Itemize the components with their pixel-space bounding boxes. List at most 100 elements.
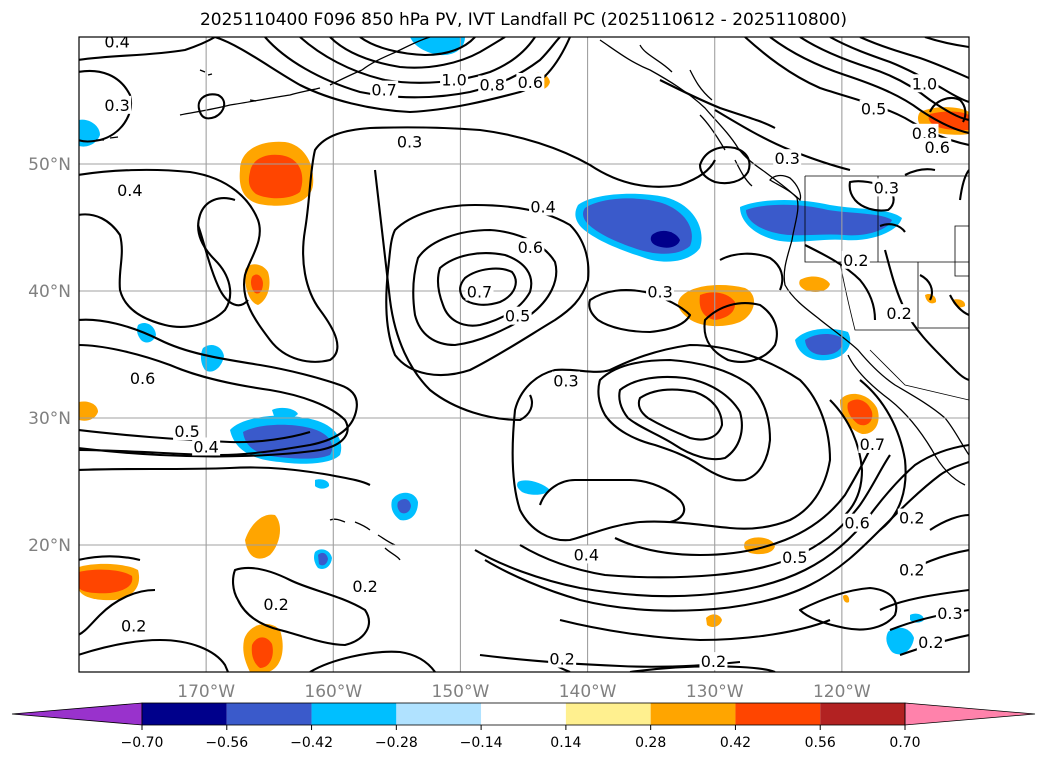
contour-label: 0.2 bbox=[918, 633, 943, 652]
pv-contour-line bbox=[385, 203, 590, 376]
contour-label-background bbox=[192, 437, 221, 456]
pv-contour-line bbox=[79, 197, 236, 328]
contour-label-background bbox=[262, 594, 291, 613]
contour-label-background bbox=[103, 37, 132, 51]
contour-label: 0.4 bbox=[117, 181, 142, 200]
contour-label-background bbox=[395, 132, 424, 151]
pv-contour-line bbox=[597, 358, 772, 482]
pv-contour-line bbox=[614, 444, 873, 557]
contour-label: 0.3 bbox=[104, 96, 129, 115]
contour-label: 0.8 bbox=[479, 76, 504, 95]
contour-label: 0.6 bbox=[844, 514, 869, 533]
contour-label-background bbox=[465, 282, 494, 301]
contour-label: 0.5 bbox=[174, 422, 199, 441]
coastline-misc bbox=[96, 69, 257, 141]
pv-contour-line bbox=[197, 93, 226, 120]
contour-label-background bbox=[478, 75, 507, 94]
contour-label-background bbox=[173, 422, 202, 441]
contour-label: 0.4 bbox=[574, 545, 599, 564]
contour-label-background bbox=[935, 603, 964, 622]
shade-negative bbox=[805, 334, 843, 355]
pv-contour-line bbox=[79, 638, 229, 672]
colorbar: −0.70 −0.56 −0.42 −0.28 −0.14 0.14 0.28 0.42 0.5… bbox=[11, 702, 1036, 751]
contour-label: 0.5 bbox=[505, 307, 530, 326]
lat-tick-label: 50°N bbox=[28, 155, 71, 175]
pv-contour-line bbox=[769, 37, 969, 135]
contour-label: 0.6 bbox=[130, 369, 155, 388]
contour-label: 0.2 bbox=[121, 617, 146, 636]
contour-label-background bbox=[872, 178, 901, 197]
contour-label-background bbox=[529, 197, 558, 216]
contour-label: 0.5 bbox=[861, 100, 886, 119]
colorbar-swatch bbox=[226, 703, 312, 725]
colorbar-tick-label: 0.70 bbox=[889, 735, 920, 751]
coastline-hawaii bbox=[329, 518, 401, 561]
colorbar-swatch bbox=[820, 703, 905, 725]
pv-contour-line bbox=[703, 302, 778, 363]
lon-tick-label: 170°W bbox=[177, 682, 235, 702]
contour-label: 0.3 bbox=[647, 283, 672, 302]
shade-positive bbox=[699, 292, 736, 320]
contour-label: 1.0 bbox=[441, 70, 466, 89]
contour-label: 0.2 bbox=[701, 652, 726, 671]
contour-label: 0.2 bbox=[886, 304, 911, 323]
colorbar-tick-label: −0.42 bbox=[290, 735, 333, 751]
coastline-north-america bbox=[599, 39, 969, 456]
contour-label: 0.2 bbox=[843, 251, 868, 270]
pv-contour-line bbox=[919, 274, 969, 316]
contour-label: 0.3 bbox=[397, 133, 422, 152]
pv-contour-line bbox=[859, 37, 969, 79]
contour-label: 0.7 bbox=[371, 81, 396, 100]
colorbar-tick-label: −0.14 bbox=[460, 735, 503, 751]
pv-contour-line bbox=[799, 37, 969, 122]
contour-label-background bbox=[119, 616, 148, 635]
coastline-islands bbox=[639, 44, 753, 187]
pv-contour-line bbox=[879, 223, 906, 233]
shade-negative bbox=[397, 498, 411, 514]
pv-contour-line bbox=[459, 267, 517, 306]
shade-positive bbox=[251, 637, 273, 668]
pv-contour-line bbox=[719, 252, 784, 291]
shade-negative bbox=[517, 480, 550, 495]
lat-tick-label: 30°N bbox=[28, 409, 71, 429]
contour-label: 0.3 bbox=[553, 371, 578, 390]
shade-positive bbox=[245, 514, 281, 559]
coastline-vancouver bbox=[769, 174, 802, 202]
shade-negative bbox=[272, 407, 298, 419]
plot-title: 2025110400 F096 850 hPa PV, IVT Landfall… bbox=[199, 10, 847, 30]
colorbar-swatch bbox=[142, 703, 227, 725]
pv-contour-line bbox=[359, 37, 476, 57]
pv-contour-line bbox=[618, 375, 743, 461]
pv-contour-line bbox=[924, 37, 969, 49]
colorbar-swatch bbox=[396, 703, 482, 725]
contour-label-background bbox=[351, 577, 380, 596]
contour-labels: 0.4 0.3 0.4 0.7 1.0 0.8 0.6 0.3 0.4 0.6 0.7 0.5 0.3 0… bbox=[103, 37, 964, 671]
axis-tick-labels: 170°W 160°W 150°W 140°W 130°W 120°W 50°N 40°N 30… bbox=[28, 155, 871, 702]
shade-negative bbox=[650, 230, 680, 248]
colorbar-tick-label: 0.42 bbox=[720, 735, 751, 751]
pv-contour-line bbox=[197, 224, 249, 307]
pv-contour-line bbox=[804, 244, 969, 382]
pv-contour-line bbox=[484, 461, 969, 612]
pv-contour-line bbox=[829, 379, 907, 531]
shade-positive bbox=[79, 401, 98, 421]
contour-label: 1.0 bbox=[912, 74, 937, 93]
contour-label: 0.7 bbox=[860, 435, 885, 454]
contour-label-background bbox=[843, 513, 872, 532]
shade-negative bbox=[200, 344, 224, 372]
shade-negative bbox=[318, 552, 328, 566]
border-states bbox=[804, 176, 969, 401]
contour-label-background bbox=[516, 72, 545, 91]
colorbar-extend-high bbox=[904, 702, 1036, 726]
map-frame bbox=[78, 36, 970, 673]
shade-positive bbox=[843, 594, 850, 603]
contour-label: 0.3 bbox=[874, 178, 899, 197]
contour-label: 0.3 bbox=[774, 149, 799, 168]
contour-label-background bbox=[440, 70, 469, 89]
lon-tick-label: 130°W bbox=[686, 682, 744, 702]
colorbar-swatch bbox=[650, 703, 736, 725]
contour-label: 0.6 bbox=[924, 138, 949, 157]
contour-label-background bbox=[548, 649, 577, 668]
lon-tick-label: 150°W bbox=[432, 682, 490, 702]
